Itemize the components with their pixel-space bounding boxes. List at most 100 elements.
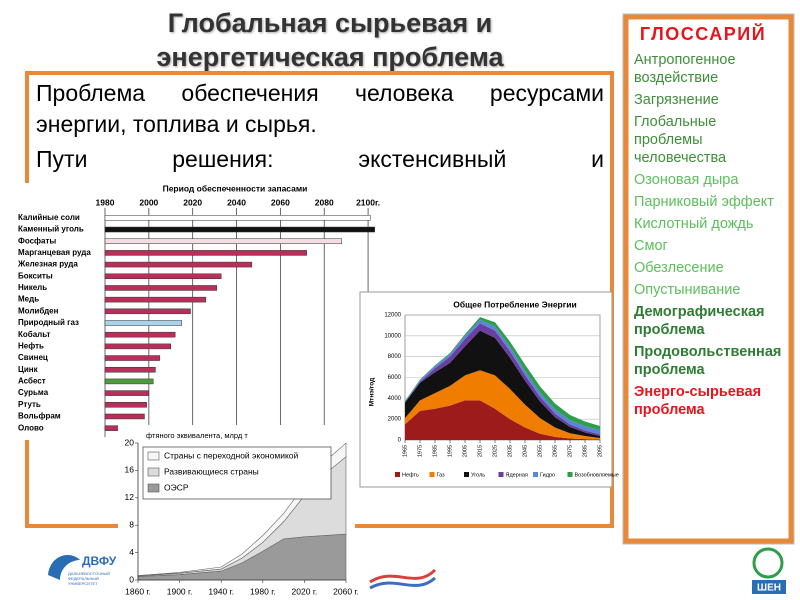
glossary-outline	[622, 13, 795, 545]
area	[405, 370, 600, 440]
x-tick-label: 1965	[402, 445, 408, 457]
bar	[104, 215, 371, 221]
category-label: Цинк	[18, 365, 39, 374]
chart-title: Общее Потребление Энергии	[453, 299, 577, 309]
category-label: Свинец	[18, 353, 48, 362]
x-tick-label: 2060 г.	[333, 586, 359, 596]
logo-text: ШЕН	[757, 583, 781, 594]
legend-swatch	[147, 483, 160, 493]
x-tick-label: 2005	[462, 445, 468, 457]
glossary-item[interactable]: Глобальные проблемы человечества	[634, 114, 727, 166]
legend-swatch	[533, 472, 538, 477]
bar	[104, 343, 172, 350]
legend-label: Нефть	[402, 472, 419, 478]
x-tick-label: 2015	[477, 445, 483, 457]
x-tick-label: 2000	[139, 197, 158, 207]
y-tick-label: 10000	[384, 333, 401, 339]
x-tick-label: 1985	[432, 445, 438, 457]
legend-swatch	[147, 467, 160, 477]
glossary-item[interactable]: Демографическая проблема	[634, 304, 765, 338]
y-tick-label: 0	[129, 574, 134, 584]
category-label: Калийные соли	[18, 213, 80, 222]
category-label: Бокситы	[18, 271, 53, 280]
glossary-title: ГЛОССАРИЙ	[639, 24, 767, 44]
bar	[104, 402, 147, 408]
legend-swatch	[498, 472, 504, 477]
category-label: Кобальт	[18, 330, 50, 339]
glossary-item[interactable]: Смог	[634, 238, 668, 254]
logo-mark	[48, 555, 80, 580]
legend-label: Газ	[437, 472, 446, 478]
x-tick-label: 1900 г.	[167, 586, 193, 596]
legend-swatch	[395, 472, 400, 477]
legend-swatch	[567, 472, 573, 477]
paragraph: Проблема обеспечения человека ресурсами …	[36, 80, 604, 137]
title-line: энергетическая проблема	[156, 42, 504, 72]
bar	[104, 285, 218, 291]
category-label: Каменный уголь	[18, 225, 84, 234]
y-tick-label: 8000	[388, 354, 402, 360]
bar	[104, 366, 156, 373]
text-block: Проблема обеспечения человека ресурсами …	[36, 78, 604, 179]
y-tick-label: 16	[125, 465, 135, 475]
chart-title: Период обеспеченности запасами	[163, 183, 308, 193]
bar	[104, 331, 176, 338]
glossary-item[interactable]: Озоновая дыра	[634, 172, 739, 188]
logo-subtext: ФЕДЕРАЛЬНЫЙ	[68, 576, 99, 581]
decor-line	[369, 576, 437, 590]
x-tick-label: 2075	[567, 445, 573, 457]
category-label: Асбест	[18, 377, 46, 386]
x-tick-label: 2045	[522, 445, 528, 457]
glossary-item[interactable]: Кислотный дождь	[634, 216, 754, 232]
chart-title: фтяного эквивалента, млрд т	[146, 431, 248, 440]
logo-mark	[752, 580, 786, 594]
paragraph: Пути решения: экстенсивный и	[36, 146, 604, 172]
category-label: Вольфрам	[18, 412, 61, 421]
category-label: Ртуть	[18, 400, 41, 409]
x-tick-label: 1980	[96, 197, 115, 207]
bar	[104, 226, 375, 233]
x-tick-label: 2080	[315, 197, 334, 207]
legend-label: Страны с переходной экономикой	[164, 450, 298, 460]
glossary-item[interactable]: Загрязнение	[634, 92, 719, 108]
area	[405, 319, 600, 435]
x-tick-label: 1980 г.	[250, 586, 276, 596]
x-tick-label: 2020	[183, 197, 202, 207]
y-tick-label: 12000	[384, 313, 401, 319]
category-label: Никель	[18, 283, 47, 292]
legend-box	[142, 446, 332, 500]
legend-label: Уголь	[471, 472, 485, 478]
x-tick-label: 1975	[417, 445, 423, 457]
glossary-item[interactable]: Опустынивание	[634, 282, 741, 298]
x-tick-label: 2020 г.	[292, 586, 318, 596]
glossary-item[interactable]: Энерго-сырьевая проблема	[634, 384, 762, 418]
x-tick-label: 2085	[582, 445, 588, 457]
x-tick-label: 2035	[507, 445, 513, 457]
glossary-box	[623, 14, 794, 544]
legend-swatch	[464, 472, 469, 477]
glossary-item[interactable]: Обезлесение	[634, 260, 724, 276]
bar	[104, 378, 154, 385]
x-tick-label: 2025	[492, 445, 498, 457]
category-label: Фосфаты	[18, 236, 56, 245]
legend-label: Развивающиеся страны	[164, 466, 259, 476]
area	[137, 442, 347, 577]
x-tick-label: 2065	[552, 445, 558, 457]
bar	[104, 413, 145, 420]
legend-label: ОЭСР	[164, 482, 189, 492]
area	[405, 330, 600, 439]
category-label: Молибден	[18, 306, 59, 315]
logo-text: ДВФУ	[82, 554, 117, 568]
bar	[104, 250, 307, 256]
glossary-item[interactable]: Антропогенное воздействие	[634, 52, 736, 86]
glossary-item[interactable]: Продовольственная проблема	[634, 344, 782, 378]
x-tick-label: 1940 г.	[208, 586, 234, 596]
x-tick-label: 2095	[597, 445, 603, 457]
y-tick-label: 12	[125, 492, 135, 502]
bar	[104, 390, 150, 396]
glossary-item[interactable]: Парниковый эффект	[634, 194, 774, 210]
area	[405, 317, 600, 431]
bar	[104, 238, 343, 244]
